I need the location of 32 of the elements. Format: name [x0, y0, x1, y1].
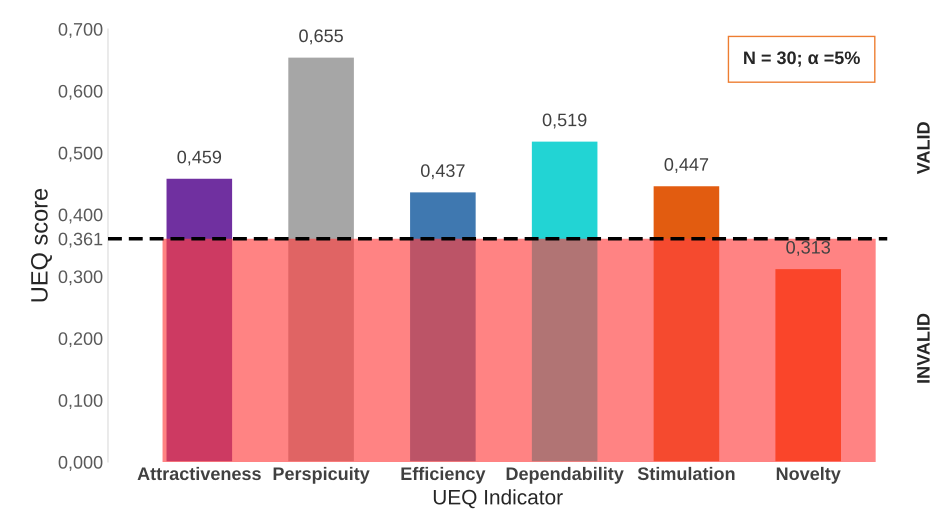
data-label: 0,655	[299, 29, 343, 44]
y-axis-title: UEQ score	[31, 188, 52, 302]
x-tick-label: Novelty	[776, 466, 841, 484]
y-tick-label: 0,200	[58, 332, 102, 348]
data-label: 0,437	[420, 164, 465, 180]
x-tick-label: Perspicuity	[274, 466, 370, 484]
text: INVALID	[917, 314, 930, 383]
data-label: 0,519	[542, 114, 586, 128]
bar	[286, 56, 356, 462]
data-label: 0,447	[664, 158, 708, 173]
bar	[408, 191, 478, 462]
y-tick-label: 0,100	[58, 394, 102, 409]
x-tick-label: Stimulation	[638, 466, 734, 480]
bar	[530, 140, 599, 462]
data-label: 0,313	[786, 240, 830, 256]
annotation: N = 30; α =5%	[744, 51, 860, 67]
bar	[652, 184, 721, 462]
y-tick-label: 0,700	[58, 22, 102, 38]
y-tick-label: 0,300	[58, 270, 102, 286]
x-tick-label: Attractiveness	[138, 466, 261, 480]
data-label: 0,459	[177, 150, 222, 166]
y-tick-label: 0,361	[58, 232, 102, 248]
y-tick-label: 0,600	[58, 84, 102, 100]
y-tick-label: 0,000	[58, 456, 102, 471]
bar	[165, 177, 234, 462]
bar	[774, 268, 842, 462]
x-axis-title: UEQ Indicator	[434, 489, 563, 508]
x-tick-label: Efficiency	[401, 466, 486, 484]
x-tick-label: Dependability	[506, 466, 624, 484]
text: VALID	[917, 122, 930, 174]
y-tick-label: 0,400	[58, 208, 102, 224]
y-tick-label: 0,500	[58, 146, 102, 162]
